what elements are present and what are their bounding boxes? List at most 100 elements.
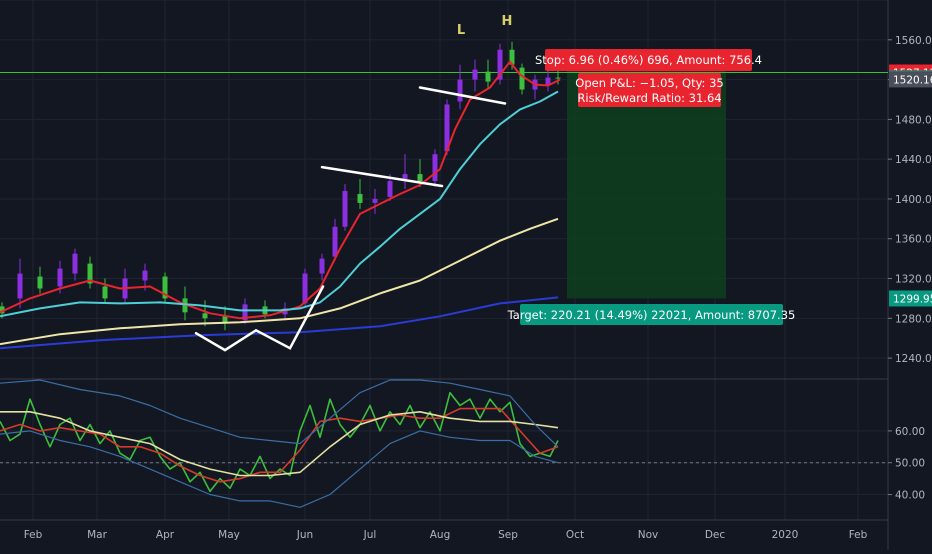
price-tick-label: 1400.00: [895, 194, 932, 206]
candle-body: [545, 77, 551, 85]
price-tick-label: 1560.00: [895, 35, 932, 47]
candle-body: [72, 253, 78, 274]
trend-line[interactable]: [418, 86, 507, 105]
time-tick-label: Dec: [705, 529, 726, 541]
candle-body: [17, 273, 23, 299]
time-tick-label: Feb: [24, 529, 43, 541]
candle-body: [142, 270, 148, 281]
candle-body: [432, 154, 438, 182]
price-tick-label: 1480.00: [895, 114, 932, 126]
position-tool[interactable]: [0, 65, 888, 299]
time-tick-label: Aug: [430, 529, 451, 541]
label-layer: L H Stop: 6.96 (0.46%) 696, Amount: 756.4 O…: [457, 14, 795, 325]
ma-red-line: [0, 60, 561, 320]
candle: [457, 64, 463, 110]
series-layer: [0, 41, 561, 352]
ma-cream-line: [0, 217, 559, 346]
pnl-text: Open P&L: −1.05, Qty: 35: [575, 76, 723, 90]
candle: [402, 154, 408, 189]
price-badge: 1520.16: [889, 71, 932, 88]
price-badge-text: 1299.95: [893, 293, 932, 305]
candle-body: [457, 79, 463, 102]
time-tick-label: Jun: [296, 529, 313, 541]
time-tick-label: Sep: [498, 529, 518, 541]
candle: [357, 179, 363, 209]
candle: [222, 306, 228, 331]
target-zone[interactable]: [567, 72, 726, 299]
price-badge-text: 1520.16: [893, 74, 932, 86]
oscillator-panel: [0, 379, 888, 508]
price-tick-label: 1320.00: [895, 274, 932, 286]
candle: [497, 43, 503, 85]
candle: [372, 189, 378, 214]
candle-body: [182, 298, 188, 313]
candle: [302, 268, 308, 307]
candle-body: [202, 313, 208, 319]
osc-band-upper: [0, 379, 559, 448]
candle: [519, 63, 525, 95]
candle-body: [444, 104, 450, 152]
trend-line[interactable]: [320, 165, 444, 188]
candle-body: [485, 71, 491, 82]
price-tick-label: 1280.00: [895, 313, 932, 325]
candle: [332, 218, 338, 261]
candle-body: [519, 67, 525, 90]
candle: [472, 59, 478, 92]
candle-body: [509, 49, 515, 65]
osc-band-lower: [0, 430, 559, 508]
candle: [444, 99, 450, 156]
ma-cyan-line: [0, 90, 559, 318]
grid-layer: [0, 0, 889, 550]
candle-body: [417, 174, 423, 182]
candle: [162, 272, 168, 304]
time-tick-label: May: [218, 529, 240, 541]
candle-body: [372, 198, 378, 203]
candle: [102, 278, 108, 304]
candle-body: [357, 193, 363, 203]
osc-tick-label: 60.00: [895, 426, 925, 438]
price-tick-label: 1360.00: [895, 234, 932, 246]
time-tick-label: 2020: [772, 529, 799, 541]
candle-body: [87, 263, 93, 284]
candle-body: [472, 69, 478, 80]
time-tick-label: Mar: [87, 529, 107, 541]
candle-body: [555, 77, 561, 79]
candle-body: [242, 304, 248, 321]
candle-body: [57, 268, 63, 287]
candle: [37, 266, 43, 294]
ma-blue-line: [0, 296, 559, 350]
price-badge-bg: [889, 290, 932, 307]
candle-body: [302, 273, 308, 304]
trend-line[interactable]: [194, 285, 325, 352]
stop-label-bg: [545, 49, 752, 71]
stop-label[interactable]: Stop: 6.96 (0.46%) 696, Amount: 756.4: [535, 49, 762, 71]
target-label-bg: [520, 304, 783, 325]
price-badge-bg: [889, 71, 932, 88]
axis-layer: 1240.00 1280.00 1320.00 1360.00 1400.00 1440.…: [24, 35, 932, 541]
candle: [342, 184, 348, 231]
time-tick-label: Apr: [156, 529, 175, 541]
price-tick-label: 1440.00: [895, 154, 932, 166]
candle: [17, 258, 23, 309]
info-label-bg: [578, 73, 721, 107]
time-tick-label: Feb: [849, 529, 868, 541]
target-label[interactable]: Target: 220.21 (14.49%) 22021, Amount: 8…: [507, 304, 796, 325]
pattern-label: L: [457, 23, 465, 38]
candle-body: [0, 306, 5, 314]
stop-label-text: Stop: 6.96 (0.46%) 696, Amount: 756.4: [535, 53, 762, 67]
candle-body: [497, 49, 503, 80]
candle: [202, 300, 208, 327]
candle-body: [222, 316, 228, 323]
candle: [432, 149, 438, 188]
osc-red-line: [0, 407, 559, 483]
candle-body: [102, 286, 108, 299]
candle-body: [342, 190, 348, 227]
candle-body: [162, 276, 168, 299]
candle: [87, 256, 93, 289]
candle: [319, 253, 325, 281]
time-tick-label: Oct: [566, 529, 584, 541]
pattern-label: H: [502, 14, 513, 29]
